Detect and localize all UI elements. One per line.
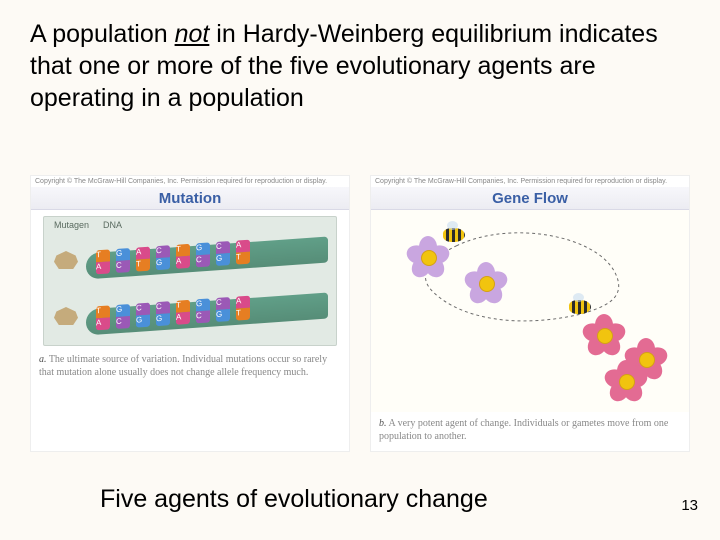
base-pair: CG xyxy=(136,301,150,330)
base-pair: AT xyxy=(136,245,150,274)
heading-not: not xyxy=(175,20,210,48)
flower-icon xyxy=(463,260,509,306)
figure-a-caption-text: The ultimate source of variation. Indivi… xyxy=(39,354,327,378)
base-pair: CG xyxy=(156,299,170,328)
flower-icon xyxy=(405,234,451,280)
base-pair: TA xyxy=(176,242,190,271)
footer-title: Five agents of evolutionary change xyxy=(100,485,488,514)
base-pair: TA xyxy=(96,303,110,332)
label-dna: DNA xyxy=(103,220,122,230)
base-pair: CG xyxy=(156,243,170,272)
mutation-illustration: Mutagen DNA TAGCATCGTAGCCGAT TAGCCGCGTAG… xyxy=(43,216,337,346)
heading-pre: A population xyxy=(30,20,175,48)
base-pair: GC xyxy=(196,240,210,269)
figure-b-caption-lead: b. xyxy=(379,418,387,429)
figure-gene-flow: Copyright © The McGraw-Hill Companies, I… xyxy=(370,175,690,452)
figure-a-caption: a. The ultimate source of variation. Ind… xyxy=(31,348,349,387)
mutagen-icon xyxy=(54,251,78,269)
label-mutagen: Mutagen xyxy=(54,220,89,230)
figure-b-caption-text: A very potent agent of change. Individua… xyxy=(379,418,668,442)
strand2-bases: TAGCCGCGTAGCCGAT xyxy=(96,294,250,333)
strand1-bases: TAGCATCGTAGCCGAT xyxy=(96,238,250,277)
figure-mutation: Copyright © The McGraw-Hill Companies, I… xyxy=(30,175,350,452)
base-pair: AT xyxy=(236,294,250,323)
dna-strand-1: TAGCATCGTAGCCGAT xyxy=(48,233,332,285)
figure-a-copyright: Copyright © The McGraw-Hill Companies, I… xyxy=(31,176,349,187)
flower-icon xyxy=(581,312,627,358)
figure-b-body: b. A very potent agent of change. Indivi… xyxy=(371,210,689,451)
bee-icon xyxy=(569,300,591,314)
figure-b-copyright: Copyright © The McGraw-Hill Companies, I… xyxy=(371,176,689,187)
base-pair: TA xyxy=(96,247,110,276)
gene-flow-illustration xyxy=(371,210,689,412)
base-pair: GC xyxy=(196,296,210,325)
base-pair: GC xyxy=(116,302,130,331)
heading-text: A population not in Hardy-Weinberg equil… xyxy=(30,18,690,114)
figure-a-caption-lead: a. xyxy=(39,354,47,365)
base-pair: CG xyxy=(216,239,230,268)
base-pair: CG xyxy=(216,295,230,324)
figure-b-caption: b. A very potent agent of change. Indivi… xyxy=(371,412,689,451)
base-pair: TA xyxy=(176,298,190,327)
figure-a-body: Mutagen DNA TAGCATCGTAGCCGAT TAGCCGCGTAG… xyxy=(31,210,349,451)
bee-icon xyxy=(443,228,465,242)
mutagen-icon xyxy=(54,307,78,325)
base-pair: AT xyxy=(236,238,250,267)
base-pair: GC xyxy=(116,246,130,275)
dna-strand-2: TAGCCGCGTAGCCGAT xyxy=(48,289,332,341)
flower-icon xyxy=(603,358,649,404)
figure-a-title: Mutation xyxy=(31,187,349,210)
page-number: 13 xyxy=(681,497,698,514)
figures-row: Copyright © The McGraw-Hill Companies, I… xyxy=(30,175,690,452)
figure-b-title: Gene Flow xyxy=(371,187,689,210)
